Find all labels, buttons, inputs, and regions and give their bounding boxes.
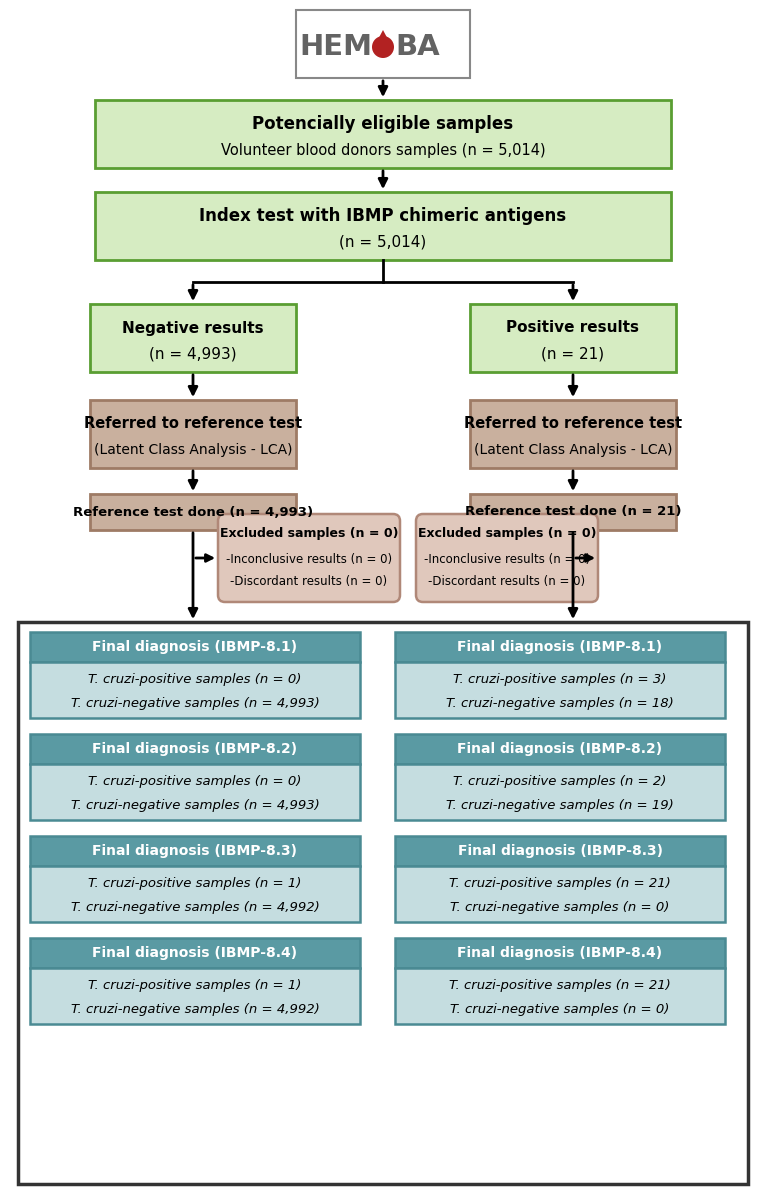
- Text: -Inconclusive results (n = 0): -Inconclusive results (n = 0): [424, 553, 590, 567]
- Text: Index test with IBMP chimeric antigens: Index test with IBMP chimeric antigens: [199, 207, 567, 225]
- Bar: [395, 662, 725, 718]
- Text: BA: BA: [395, 34, 440, 61]
- Bar: [395, 734, 725, 764]
- Bar: [470, 400, 676, 468]
- Bar: [30, 968, 360, 1024]
- Text: (Latent Class Analysis - LCA): (Latent Class Analysis - LCA): [473, 443, 673, 456]
- Bar: [395, 764, 725, 819]
- Text: Reference test done (n = 21): Reference test done (n = 21): [465, 506, 681, 519]
- Text: T. cruzi-negative samples (n = 19): T. cruzi-negative samples (n = 19): [446, 799, 674, 812]
- Text: T. cruzi-negative samples (n = 0): T. cruzi-negative samples (n = 0): [450, 902, 669, 914]
- Bar: [395, 836, 725, 866]
- Bar: [30, 866, 360, 922]
- Text: T. cruzi-positive samples (n = 21): T. cruzi-positive samples (n = 21): [449, 980, 671, 992]
- Text: T. cruzi-negative samples (n = 0): T. cruzi-negative samples (n = 0): [450, 1004, 669, 1016]
- FancyBboxPatch shape: [416, 514, 598, 603]
- Text: T. cruzi-positive samples (n = 1): T. cruzi-positive samples (n = 1): [88, 877, 302, 890]
- Text: T. cruzi-positive samples (n = 1): T. cruzi-positive samples (n = 1): [88, 980, 302, 992]
- Circle shape: [372, 36, 394, 58]
- Bar: [18, 622, 748, 1184]
- Text: Referred to reference test: Referred to reference test: [464, 417, 682, 431]
- Text: Final diagnosis (IBMP-8.2): Final diagnosis (IBMP-8.2): [457, 742, 663, 756]
- Bar: [470, 494, 676, 530]
- Text: Excluded samples (n = 0): Excluded samples (n = 0): [220, 527, 398, 540]
- Text: Negative results: Negative results: [123, 321, 264, 335]
- Text: Final diagnosis (IBMP-8.1): Final diagnosis (IBMP-8.1): [93, 640, 297, 654]
- Bar: [30, 734, 360, 764]
- Text: Final diagnosis (IBMP-8.1): Final diagnosis (IBMP-8.1): [457, 640, 663, 654]
- Text: HEM: HEM: [299, 34, 372, 61]
- Bar: [30, 662, 360, 718]
- Bar: [90, 400, 296, 468]
- Bar: [30, 938, 360, 968]
- Text: Final diagnosis (IBMP-8.4): Final diagnosis (IBMP-8.4): [93, 946, 297, 960]
- Text: -Discordant results (n = 0): -Discordant results (n = 0): [231, 575, 388, 588]
- Text: T. cruzi-negative samples (n = 4,993): T. cruzi-negative samples (n = 4,993): [70, 697, 319, 710]
- Bar: [395, 633, 725, 662]
- Text: T. cruzi-positive samples (n = 3): T. cruzi-positive samples (n = 3): [453, 673, 666, 686]
- Bar: [395, 968, 725, 1024]
- Text: T. cruzi-negative samples (n = 4,992): T. cruzi-negative samples (n = 4,992): [70, 1004, 319, 1016]
- Text: Reference test done (n = 4,993): Reference test done (n = 4,993): [73, 506, 313, 519]
- Bar: [30, 764, 360, 819]
- Text: Referred to reference test: Referred to reference test: [84, 417, 302, 431]
- Bar: [30, 633, 360, 662]
- Text: Final diagnosis (IBMP-8.3): Final diagnosis (IBMP-8.3): [93, 845, 297, 858]
- Text: Final diagnosis (IBMP-8.2): Final diagnosis (IBMP-8.2): [93, 742, 297, 756]
- Text: Final diagnosis (IBMP-8.4): Final diagnosis (IBMP-8.4): [457, 946, 663, 960]
- Bar: [30, 836, 360, 866]
- Text: (n = 21): (n = 21): [542, 346, 604, 362]
- Text: -Discordant results (n = 0): -Discordant results (n = 0): [428, 575, 585, 588]
- Text: -Inconclusive results (n = 0): -Inconclusive results (n = 0): [226, 553, 392, 567]
- Text: T. cruzi-positive samples (n = 0): T. cruzi-positive samples (n = 0): [88, 775, 302, 788]
- Text: T. cruzi-positive samples (n = 2): T. cruzi-positive samples (n = 2): [453, 775, 666, 788]
- Polygon shape: [374, 30, 392, 47]
- Bar: [90, 494, 296, 530]
- Text: T. cruzi-negative samples (n = 4,993): T. cruzi-negative samples (n = 4,993): [70, 799, 319, 812]
- Bar: [296, 10, 470, 78]
- Text: Excluded samples (n = 0): Excluded samples (n = 0): [417, 527, 596, 540]
- Text: T. cruzi-negative samples (n = 18): T. cruzi-negative samples (n = 18): [446, 697, 674, 710]
- Text: T. cruzi-positive samples (n = 21): T. cruzi-positive samples (n = 21): [449, 877, 671, 890]
- Text: Volunteer blood donors samples (n = 5,014): Volunteer blood donors samples (n = 5,01…: [221, 143, 545, 157]
- Text: (n = 5,014): (n = 5,014): [339, 235, 427, 249]
- Text: Potencially eligible samples: Potencially eligible samples: [253, 115, 513, 133]
- Text: (Latent Class Analysis - LCA): (Latent Class Analysis - LCA): [93, 443, 293, 456]
- Bar: [395, 866, 725, 922]
- Bar: [90, 304, 296, 373]
- Bar: [95, 192, 671, 260]
- Text: Final diagnosis (IBMP-8.3): Final diagnosis (IBMP-8.3): [457, 845, 663, 858]
- Text: T. cruzi-negative samples (n = 4,992): T. cruzi-negative samples (n = 4,992): [70, 902, 319, 914]
- Bar: [95, 99, 671, 168]
- Text: T. cruzi-positive samples (n = 0): T. cruzi-positive samples (n = 0): [88, 673, 302, 686]
- FancyBboxPatch shape: [218, 514, 400, 603]
- Bar: [470, 304, 676, 373]
- Bar: [395, 938, 725, 968]
- Text: Positive results: Positive results: [506, 321, 640, 335]
- Text: (n = 4,993): (n = 4,993): [149, 346, 237, 362]
